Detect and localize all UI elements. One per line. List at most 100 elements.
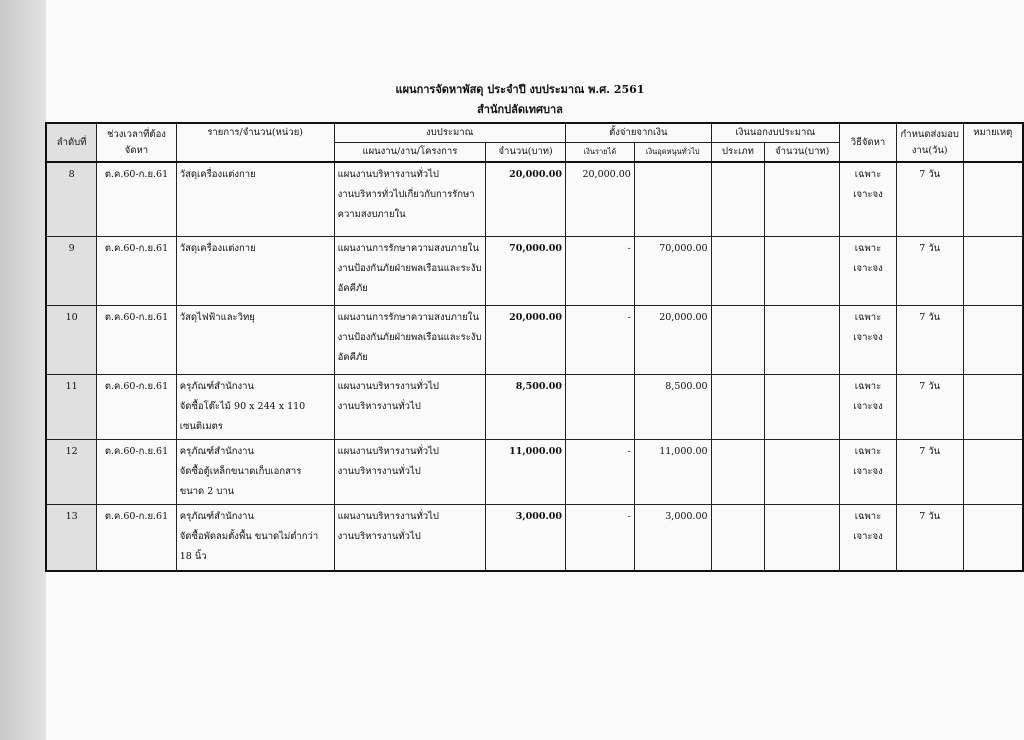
item-cell-line: ครุภัณฑ์สำนักงาน xyxy=(179,380,254,392)
off-amount-cell xyxy=(764,161,841,237)
period-cell: ต.ค.60-ก.ย.61 xyxy=(96,373,177,440)
income-cell: 20,000.00 xyxy=(565,161,635,237)
deadline-cell: 7 วัน xyxy=(895,161,964,237)
plan-cell-line: แผนงานบริหารงานทั่วไป xyxy=(337,169,439,180)
row-number: 10 xyxy=(45,304,98,375)
income-cell xyxy=(565,373,635,440)
remark-cell xyxy=(962,438,1024,505)
plan-cell-line: แผนงานการรักษาความสงบภายใน xyxy=(337,242,479,254)
subsidy-cell: 11,000.00 xyxy=(633,438,712,505)
income-cell: - xyxy=(565,304,635,375)
method-cell: เฉพาะเจาะจง xyxy=(839,373,897,440)
amount-cell: 70,000.00 xyxy=(485,235,566,306)
off-amount-cell xyxy=(764,304,841,375)
item-cell-line: จัดซื้อพัดลมตั้งพื้น ขนาดไม่ต่ำกว่า xyxy=(179,530,319,542)
plan-cell-line: งานบริหารทั่วไปเกี่ยวกับการรักษา xyxy=(337,189,475,200)
header-off-amount: จำนวน(บาท) xyxy=(764,142,841,163)
subsidy-cell: 8,500.00 xyxy=(633,373,712,440)
deadline-cell: 7 วัน xyxy=(895,304,964,375)
scan-edge xyxy=(0,0,46,740)
deadline-cell: 7 วัน xyxy=(895,503,964,572)
header-method: วิธีจัดหา xyxy=(839,122,897,163)
item-cell: วัสดุเครื่องแต่งกาย xyxy=(175,161,335,237)
row-number: 8 xyxy=(45,161,98,237)
off-amount-cell xyxy=(764,235,841,306)
table-row: 8 ต.ค.60-ก.ย.61 วัสดุเครื่องแต่งกาย แผนงานบ… xyxy=(45,161,1024,237)
plan-cell-line: แผนงานบริหารงานทั่วไป xyxy=(337,380,439,392)
table-row: 10 ต.ค.60-ก.ย.61 วัสดุไฟฟ้าและวิทยุ แผนงานก… xyxy=(45,304,1024,375)
item-cell-line: 18 นิ้ว xyxy=(179,550,207,562)
document-subtitle: สำนักปลัดเทศบาล xyxy=(477,103,563,116)
remark-cell xyxy=(962,503,1024,572)
off-amount-cell xyxy=(764,438,841,505)
item-cell-line: วัสดุเครื่องแต่งกาย xyxy=(179,242,256,254)
period-cell: ต.ค.60-ก.ย.61 xyxy=(96,161,177,237)
header-offbudget: เงินนอกงบประมาณ xyxy=(710,122,841,143)
plan-cell-line: งานป้องกันภัยฝ่ายพลเรือนและระงับ xyxy=(337,262,482,274)
plan-cell-line: อัคคีภัย xyxy=(337,351,368,363)
plan-cell: แผนงานบริหารงานทั่วไป งานบริหารงานทั่วไป xyxy=(333,373,487,440)
item-cell-line: ขนาด 2 บาน xyxy=(179,485,235,497)
item-cell: ครุภัณฑ์สำนักงานจัดซื้อตู้เหล็กขนาดเก็บเ… xyxy=(175,438,335,505)
table-body: 8 ต.ค.60-ก.ย.61 วัสดุเครื่องแต่งกาย แผนงานบ… xyxy=(45,161,1024,572)
header-no: ลำดับที่ xyxy=(45,122,98,163)
remark-cell xyxy=(962,373,1024,440)
item-cell-line: วัสดุไฟฟ้าและวิทยุ xyxy=(179,311,255,323)
income-cell: - xyxy=(565,438,635,505)
plan-cell: แผนงานการรักษาความสงบภายใน งานป้องกันภัยฝ… xyxy=(333,304,487,375)
method-cell: เฉพาะเจาะจง xyxy=(839,161,897,237)
period-cell: ต.ค.60-ก.ย.61 xyxy=(96,503,177,572)
remark-cell xyxy=(962,235,1024,306)
table-row: 12 ต.ค.60-ก.ย.61 ครุภัณฑ์สำนักงาน จัดซื้อตู… xyxy=(45,438,1024,505)
row-number: 13 xyxy=(45,503,98,572)
item-cell-line: จัดซื้อโต๊ะไม้ 90 x 244 x 110 xyxy=(179,400,306,412)
plan-cell-line: งานบริหารงานทั่วไป xyxy=(337,465,421,477)
item-cell-line: จัดซื้อตู้เหล็กขนาดเก็บเอกสาร xyxy=(179,465,302,477)
income-cell: - xyxy=(565,503,635,572)
income-cell: - xyxy=(565,235,635,306)
item-cell: ครุภัณฑ์สำนักงานจัดซื้อโต๊ะไม้ 90 x 244 … xyxy=(175,373,335,440)
row-number: 9 xyxy=(45,235,98,306)
header-type: ประเภท xyxy=(710,142,766,163)
row-number: 12 xyxy=(45,438,98,505)
plan-cell: แผนงานบริหารงานทั่วไปงานบริหารงานทั่วไป xyxy=(333,438,487,505)
type-cell xyxy=(710,438,766,505)
subsidy-cell: 70,000.00 xyxy=(633,235,712,306)
item-cell-line: ครุภัณฑ์สำนักงาน xyxy=(179,445,254,457)
remark-cell xyxy=(962,304,1024,375)
plan-cell-line: แผนงานบริหารงานทั่วไป xyxy=(337,445,439,457)
amount-cell: 20,000.00 xyxy=(485,304,566,375)
plan-cell-line: ความสงบภายใน xyxy=(337,209,406,220)
procurement-plan-table: ลำดับที่ ช่วงเวลาที่ต้องจัดหา รายการ/จำน… xyxy=(45,122,1024,572)
type-cell xyxy=(710,161,766,237)
header-amount: จำนวน(บาท) xyxy=(485,142,566,163)
header-deadline: กำหนดส่งมอบงาน(วัน) xyxy=(895,122,964,163)
remark-cell xyxy=(962,161,1024,237)
deadline-cell: 7 วัน xyxy=(895,373,964,440)
plan-cell-line: อัคคีภัย xyxy=(337,282,368,294)
amount-cell: 8,500.00 xyxy=(485,373,566,440)
item-cell-line: วัสดุเครื่องแต่งกาย xyxy=(179,169,256,180)
plan-cell: แผนงานบริหารงานทั่วไป งานบริหารงานทั่วไป xyxy=(333,503,487,572)
plan-cell: แผนงานการรักษาความสงบภายในงานป้องกันภัยฝ… xyxy=(333,235,487,306)
item-cell-line: ครุภัณฑ์สำนักงาน xyxy=(179,510,254,522)
subsidy-cell: 3,000.00 xyxy=(633,503,712,572)
table-row: 9 ต.ค.60-ก.ย.61 วัสดุเครื่องแต่งกาย แผนงานก… xyxy=(45,235,1024,306)
method-cell: เฉพาะเจาะจง xyxy=(839,304,897,375)
plan-cell: แผนงานบริหารงานทั่วไปงานบริหารทั่วไปเกี่… xyxy=(333,161,487,237)
amount-cell: 11,000.00 xyxy=(485,438,566,505)
plan-cell-line: แผนงานบริหารงานทั่วไป xyxy=(337,510,439,522)
type-cell xyxy=(710,235,766,306)
amount-cell: 20,000.00 xyxy=(485,161,566,237)
amount-cell: 3,000.00 xyxy=(485,503,566,572)
item-cell: วัสดุไฟฟ้าและวิทยุ xyxy=(175,304,335,375)
document-title: แผนการจัดหาพัสดุ ประจำปี งบประมาณ พ.ศ. 2… xyxy=(395,83,645,96)
item-cell: วัสดุเครื่องแต่งกาย xyxy=(175,235,335,306)
header-income: เงินรายได้ xyxy=(565,142,635,163)
table-row: 11 ต.ค.60-ก.ย.61 ครุภัณฑ์สำนักงานจัดซื้อโต… xyxy=(45,373,1024,440)
row-number: 11 xyxy=(45,373,98,440)
header-period: ช่วงเวลาที่ต้องจัดหา xyxy=(96,122,177,163)
header-plan: แผนงาน/งาน/โครงการ xyxy=(333,142,487,163)
method-cell: เฉพาะเจาะจง xyxy=(839,503,897,572)
type-cell xyxy=(710,304,766,375)
